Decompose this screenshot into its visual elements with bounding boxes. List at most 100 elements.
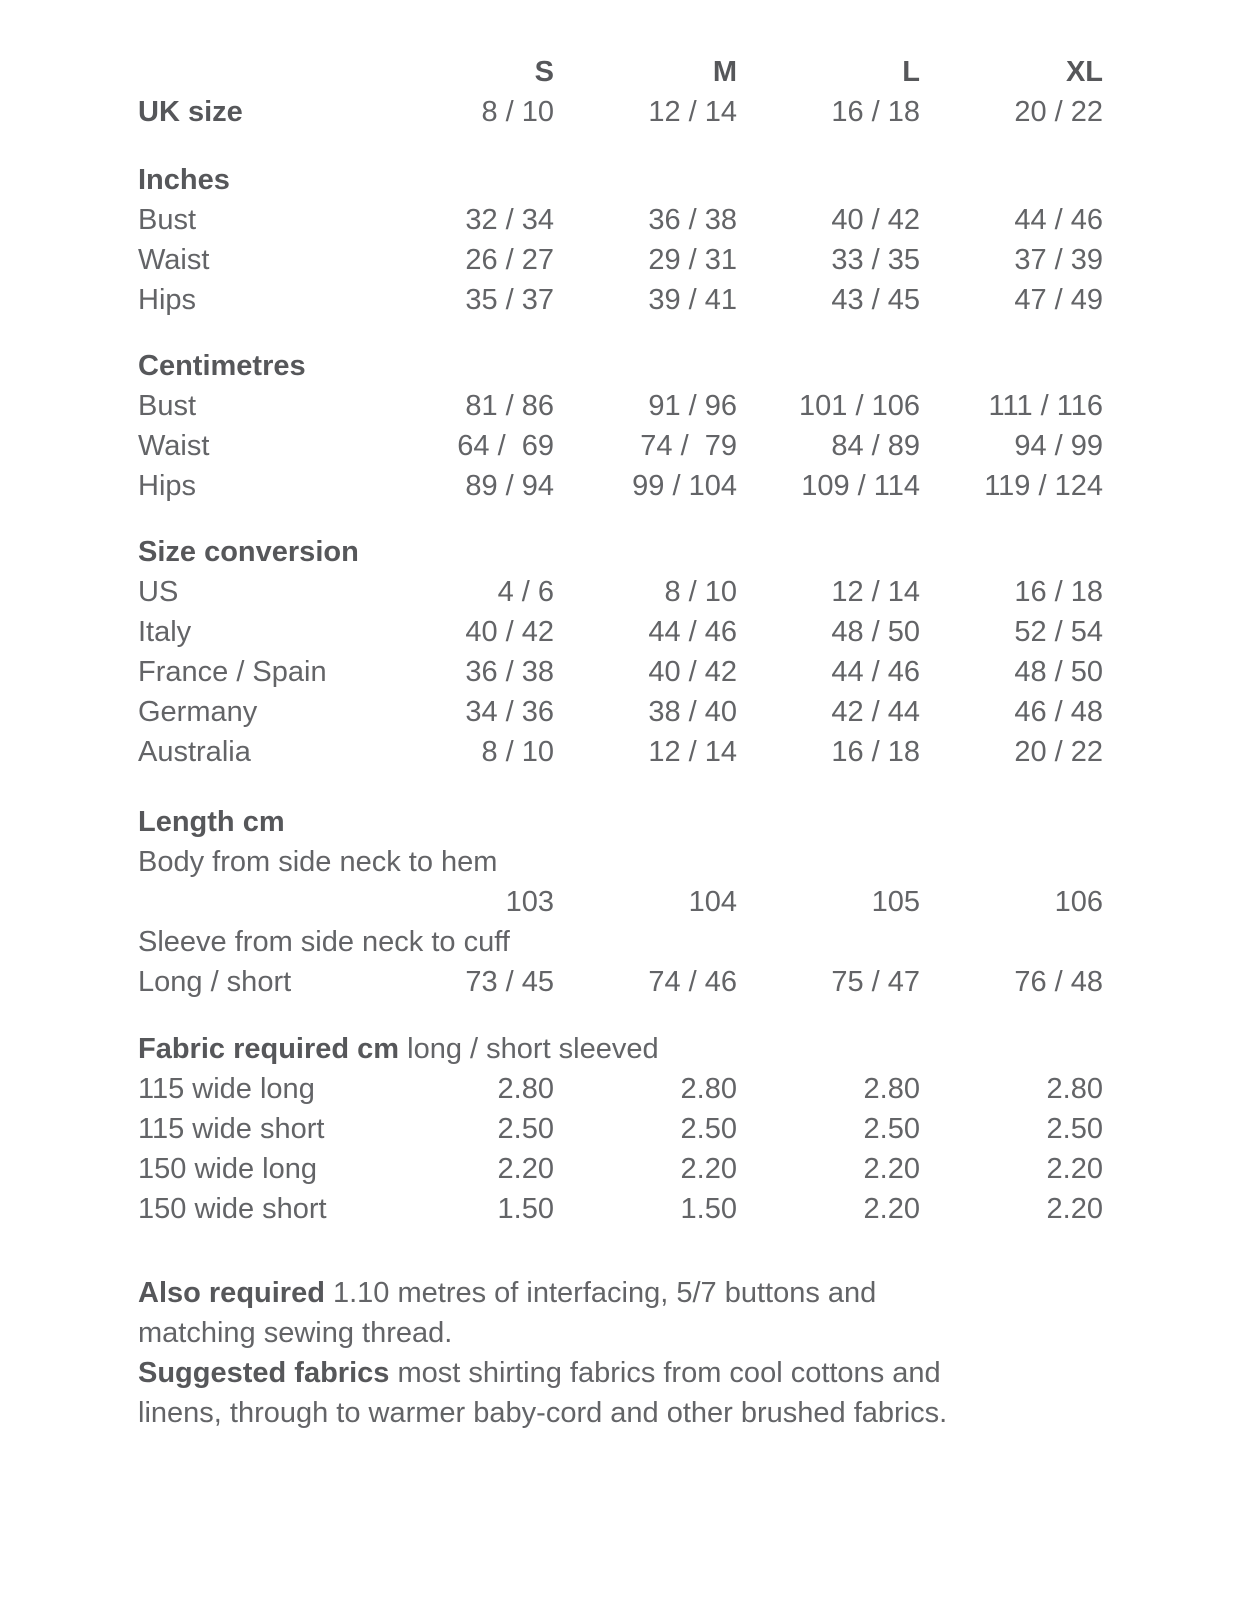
section-title: Centimetres [138, 350, 306, 382]
cell-value: 109 / 114 [801, 470, 920, 502]
row-label: Bust [138, 390, 197, 422]
cell-value: 34 / 36 [465, 696, 554, 728]
cell-value: 8 / 10 [481, 736, 554, 768]
row-sleeve-length-label: Sleeve from side neck to cuff [138, 922, 1103, 962]
cell-value: 52 / 54 [1014, 616, 1103, 648]
row-italy: Italy 40 / 42 44 / 46 48 / 50 52 / 54 [138, 612, 1103, 652]
column-header-m: M [712, 56, 737, 88]
cell-value: 2.80 [497, 1073, 554, 1105]
cell-value: 99 / 104 [632, 470, 737, 502]
cell-value: 4 / 6 [497, 576, 554, 608]
cell-value: 48 / 50 [831, 616, 920, 648]
section-title-length: Length cm [138, 802, 1103, 842]
note-text: matching sewing thread. [138, 1317, 453, 1349]
column-header-l: L [902, 56, 920, 88]
fabric-title-bold: Fabric required cm [138, 1033, 400, 1065]
cell-value: 2.20 [1046, 1153, 1103, 1185]
cell-value: 2.50 [497, 1113, 554, 1145]
section-title-inches: Inches [138, 160, 1103, 200]
cell-value: 16 / 18 [1014, 576, 1103, 608]
row-label: France / Spain [138, 656, 327, 688]
sleeve-length-label: Sleeve from side neck to cuff [138, 926, 510, 958]
row-115-wide-short: 115 wide short 2.50 2.50 2.50 2.50 [138, 1109, 1103, 1149]
cell-value: 2.80 [680, 1073, 737, 1105]
cell-value: 12 / 14 [831, 576, 920, 608]
fabric-title-rest: long / short sleeved [399, 1033, 659, 1065]
fabric-title: Fabric required cm long / short sleeved [138, 1029, 1103, 1069]
cell-value: 35 / 37 [465, 284, 554, 316]
cell-value: 2.80 [863, 1073, 920, 1105]
row-uk-size: UK size 8 / 10 12 / 14 16 / 18 20 / 22 [138, 92, 1103, 132]
row-label: Waist [138, 430, 210, 462]
cell-value: 111 / 116 [988, 390, 1104, 422]
cell-value: 74 / 46 [648, 966, 737, 998]
cell-value: 1.50 [497, 1193, 554, 1225]
row-label: Australia [138, 736, 251, 768]
cell-value: 94 / 99 [1014, 430, 1103, 462]
row-us: US 4 / 6 8 / 10 12 / 14 16 / 18 [138, 572, 1103, 612]
row-france-spain: France / Spain 36 / 38 40 / 42 44 / 46 4… [138, 652, 1103, 692]
cell-value: 2.50 [680, 1113, 737, 1145]
cell-value: 38 / 40 [648, 696, 737, 728]
cell-value: 84 / 89 [831, 430, 920, 462]
row-australia: Australia 8 / 10 12 / 14 16 / 18 20 / 22 [138, 732, 1103, 772]
cell-value: 46 / 48 [1014, 696, 1103, 728]
cell-value: 8 / 10 [664, 576, 737, 608]
section-title: Length cm [138, 806, 285, 838]
cell-value: 44 / 46 [1014, 204, 1103, 236]
section-title-fabric: Fabric required cm long / short sleeved [138, 1029, 1103, 1069]
row-label: Italy [138, 616, 192, 648]
row-bust-inches: Bust 32 / 34 36 / 38 40 / 42 44 / 46 [138, 200, 1103, 240]
cell-value: 73 / 45 [465, 966, 554, 998]
row-label: Bust [138, 204, 197, 236]
cell-value: 2.20 [1046, 1193, 1103, 1225]
cell-value: 103 [505, 886, 554, 918]
cell-value: 119 / 124 [984, 470, 1103, 502]
note-bold-label: Suggested fabrics [138, 1357, 390, 1389]
cell-value: 36 / 38 [648, 204, 737, 236]
uk-size-l: 16 / 18 [831, 96, 920, 128]
cell-value: 89 / 94 [465, 470, 554, 502]
note-suggested-fabrics: Suggested fabrics most shirting fabrics … [138, 1353, 1103, 1433]
notes-block: Also required 1.10 metres of interfacing… [138, 1273, 1103, 1433]
note-text: linens, through to warmer baby-cord and … [138, 1397, 948, 1429]
row-label: Hips [138, 470, 197, 502]
cell-value: 37 / 39 [1014, 244, 1103, 276]
cell-value: 75 / 47 [831, 966, 920, 998]
cell-value: 44 / 46 [831, 656, 920, 688]
row-label: Waist [138, 244, 210, 276]
body-length-label: Body from side neck to hem [138, 846, 498, 878]
cell-value: 2.20 [680, 1153, 737, 1185]
row-waist-cm: Waist 64 / 69 74 / 79 84 / 89 94 / 99 [138, 426, 1103, 466]
cell-value: 1.50 [680, 1193, 737, 1225]
note-also-required: Also required 1.10 metres of interfacing… [138, 1273, 1103, 1353]
row-115-wide-long: 115 wide long 2.80 2.80 2.80 2.80 [138, 1069, 1103, 1109]
column-header-s: S [534, 56, 554, 88]
row-label: 115 wide long [138, 1073, 315, 1105]
cell-value: 12 / 14 [648, 736, 737, 768]
cell-value: 104 [688, 886, 737, 918]
cell-value: 81 / 86 [465, 390, 554, 422]
row-150-wide-short: 150 wide short 1.50 1.50 2.20 2.20 [138, 1189, 1103, 1229]
cell-value: 105 [871, 886, 920, 918]
header-spacer [138, 52, 371, 92]
row-label: Hips [138, 284, 197, 316]
row-hips-cm: Hips 89 / 94 99 / 104 109 / 114 119 / 12… [138, 466, 1103, 506]
cell-value: 16 / 18 [831, 736, 920, 768]
cell-value: 106 [1054, 886, 1103, 918]
cell-value: 36 / 38 [465, 656, 554, 688]
row-label: 115 wide short [138, 1113, 325, 1145]
row-label: Germany [138, 696, 258, 728]
cell-value: 2.20 [497, 1153, 554, 1185]
cell-value: 33 / 35 [831, 244, 920, 276]
cell-value: 40 / 42 [465, 616, 554, 648]
column-header-xl: XL [1065, 56, 1103, 88]
cell-value: 64 / 69 [457, 430, 554, 462]
cell-value: 29 / 31 [648, 244, 737, 276]
cell-value: 42 / 44 [831, 696, 920, 728]
section-title-centimetres: Centimetres [138, 346, 1103, 386]
cell-value: 39 / 41 [648, 284, 737, 316]
row-waist-inches: Waist 26 / 27 29 / 31 33 / 35 37 / 39 [138, 240, 1103, 280]
cell-value: 2.20 [863, 1193, 920, 1225]
